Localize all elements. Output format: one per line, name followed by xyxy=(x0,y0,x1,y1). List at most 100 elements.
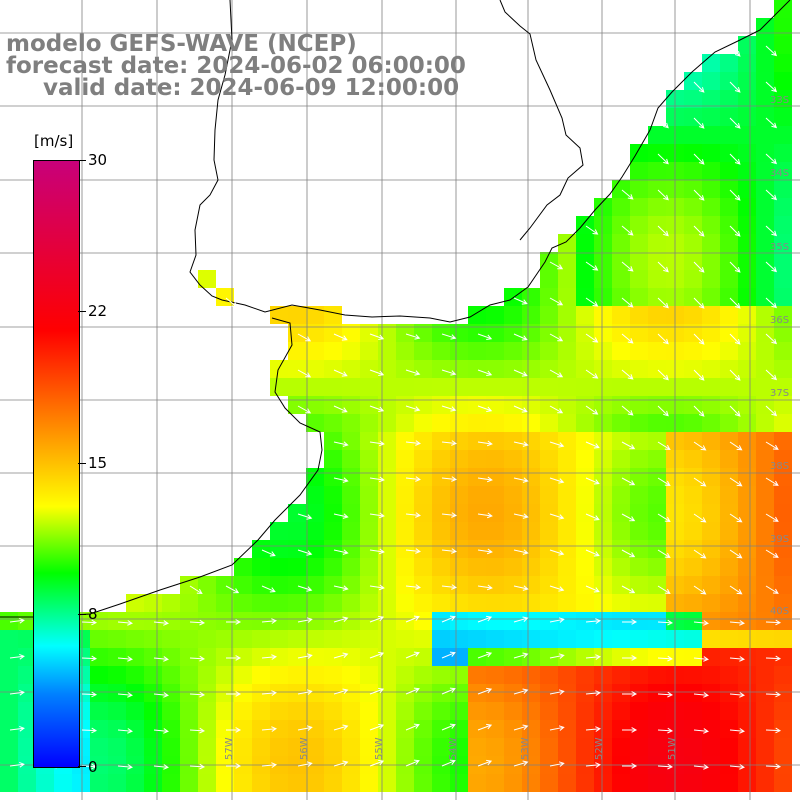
wind-arrow xyxy=(585,369,599,379)
wind-arrow xyxy=(729,153,741,165)
wind-cell xyxy=(450,360,468,378)
lon-label: 56W xyxy=(299,737,310,760)
wind-cell xyxy=(738,648,756,666)
wind-arrow xyxy=(621,261,634,272)
wind-cell xyxy=(594,468,612,486)
wind-cell xyxy=(414,342,432,360)
wind-cell xyxy=(558,504,576,522)
wind-arrow xyxy=(81,655,98,662)
wind-cell xyxy=(72,774,90,792)
wind-cell xyxy=(702,324,720,342)
wind-cell xyxy=(0,738,18,756)
wind-cell xyxy=(738,558,756,576)
wind-cell xyxy=(738,360,756,378)
wind-cell xyxy=(378,558,396,576)
wind-cell xyxy=(486,684,504,702)
wind-cell xyxy=(18,720,36,738)
wind-arrow xyxy=(225,763,242,769)
wind-arrow xyxy=(657,585,671,595)
wind-cell xyxy=(450,702,468,720)
wind-cell xyxy=(414,378,432,396)
wind-arrow xyxy=(765,297,778,309)
wind-cell xyxy=(414,738,432,756)
wind-arrow xyxy=(405,615,420,623)
wind-cell xyxy=(360,612,378,630)
colorbar-tick-label: 0 xyxy=(88,758,98,776)
wind-cell xyxy=(198,576,216,594)
wind-cell xyxy=(684,702,702,720)
wind-cell xyxy=(414,594,432,612)
wind-cell xyxy=(216,648,234,666)
wind-cell xyxy=(504,540,522,558)
wind-cell xyxy=(306,342,324,360)
wind-arrow xyxy=(333,477,349,483)
wind-cell xyxy=(612,180,630,198)
wind-cell xyxy=(522,432,540,450)
wind-cell xyxy=(558,270,576,288)
wind-cell xyxy=(540,486,558,504)
wind-cell xyxy=(144,738,162,756)
wind-cell xyxy=(522,396,540,414)
wind-arrow xyxy=(477,369,493,376)
wind-cell xyxy=(648,630,666,648)
wind-cell xyxy=(288,702,306,720)
wind-cell xyxy=(126,720,144,738)
wind-cell xyxy=(684,774,702,792)
wind-arrow xyxy=(297,549,313,556)
wind-cell xyxy=(594,612,612,630)
wind-cell xyxy=(540,270,558,288)
wind-cell xyxy=(270,774,288,792)
wind-cell xyxy=(342,504,360,522)
wind-arrow xyxy=(621,619,638,625)
wind-arrow xyxy=(693,620,709,626)
wind-cell xyxy=(198,774,216,792)
wind-cell xyxy=(360,576,378,594)
wind-arrow xyxy=(657,189,669,201)
wind-cell xyxy=(648,702,666,720)
wind-cell xyxy=(342,396,360,414)
wind-cell xyxy=(594,288,612,306)
wind-cell xyxy=(162,684,180,702)
wind-arrow xyxy=(333,724,349,731)
wind-arrow xyxy=(621,405,634,416)
wind-cell xyxy=(432,702,450,720)
wind-cell xyxy=(612,702,630,720)
wind-arrow xyxy=(513,652,529,659)
wind-cell xyxy=(594,720,612,738)
wind-cell xyxy=(414,666,432,684)
wind-cell xyxy=(234,612,252,630)
wind-cell xyxy=(738,522,756,540)
wind-arrow xyxy=(693,513,707,523)
wind-cell xyxy=(774,270,792,288)
wind-cell xyxy=(774,54,792,72)
wind-cell xyxy=(756,198,774,216)
wind-arrow xyxy=(369,759,385,767)
wind-cell xyxy=(486,414,504,432)
wind-cell xyxy=(504,594,522,612)
wind-cell xyxy=(558,468,576,486)
wind-arrow xyxy=(621,477,636,486)
wind-cell xyxy=(486,342,504,360)
wind-cell xyxy=(576,288,594,306)
wind-cell xyxy=(468,612,486,630)
wind-arrow xyxy=(585,405,599,415)
wind-arrow xyxy=(513,513,529,519)
wind-cell xyxy=(738,576,756,594)
wind-cell xyxy=(468,504,486,522)
wind-cell xyxy=(162,774,180,792)
wind-arrow xyxy=(585,333,599,343)
wind-cell xyxy=(702,54,720,72)
wind-cell xyxy=(324,540,342,558)
wind-cell xyxy=(396,720,414,738)
wind-cell xyxy=(360,486,378,504)
wind-cell xyxy=(756,576,774,594)
wind-cell xyxy=(540,720,558,738)
wind-arrow xyxy=(261,726,277,732)
wind-cell xyxy=(540,360,558,378)
wind-cell xyxy=(306,486,324,504)
wind-cell xyxy=(144,702,162,720)
wind-cell xyxy=(306,576,324,594)
wind-cell xyxy=(576,612,594,630)
wind-cell xyxy=(468,360,486,378)
wind-cell xyxy=(396,576,414,594)
